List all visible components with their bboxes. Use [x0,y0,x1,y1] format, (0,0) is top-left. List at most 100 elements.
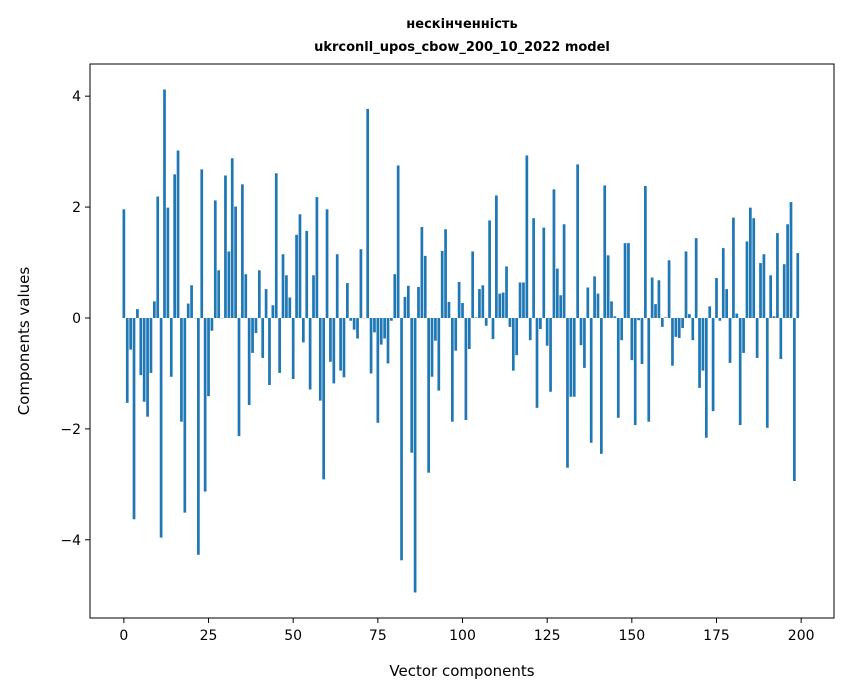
chart-title: нескінченність [406,17,517,32]
bar-component-191 [769,275,773,318]
bar-component-74 [373,317,376,333]
bar-component-35 [241,184,244,318]
bar-component-161 [667,260,671,318]
x-tick-label: 150 [618,628,645,644]
bar-component-112 [501,292,505,318]
bar-component-173 [708,306,712,318]
bar-component-159 [660,317,664,327]
bar-component-142 [603,185,607,318]
bars-group [122,89,800,593]
bar-component-102 [467,317,471,350]
bar-component-19 [186,303,190,318]
bar-component-3 [132,317,136,520]
bar-component-160 [664,317,668,318]
bar-component-150 [630,317,634,361]
bar-component-41 [261,317,265,358]
bar-component-5 [139,317,143,376]
bar-component-114 [508,317,512,327]
bar-component-176 [718,317,722,321]
y-tick-label: −2 [60,422,81,438]
bar-component-158 [657,280,661,318]
bar-component-109 [491,317,495,340]
bar-component-45 [274,173,278,318]
bar-component-32 [230,158,234,318]
x-axis: 0 25 50 75 100 125 150 175 200 [119,618,815,644]
bar-component-57 [315,197,319,318]
bar-component-43 [268,317,271,386]
bar-component-64 [339,317,342,371]
bar-component-90 [427,317,430,473]
bar-component-163 [674,317,678,337]
bar-component-18 [183,317,187,513]
bar-component-26 [210,317,214,331]
bar-component-36 [244,274,248,318]
bar-component-82 [400,317,403,561]
bar-component-47 [281,254,285,318]
x-tick-label: 50 [284,628,302,644]
bar-component-69 [356,317,359,339]
bar-component-86 [413,317,417,593]
y-tick-label: 4 [72,89,81,105]
bar-component-121 [532,218,535,318]
bar-component-103 [471,251,475,318]
bar-component-172 [704,317,708,438]
bar-component-22 [197,317,200,555]
bar-component-182 [738,317,742,426]
bar-component-70 [359,249,363,318]
bar-component-106 [481,285,485,318]
bar-component-196 [786,224,789,318]
bar-component-119 [525,155,529,318]
bar-component-174 [711,317,715,412]
y-tick-label: −4 [60,533,81,549]
bar-component-148 [623,243,627,318]
bar-component-60 [325,209,329,318]
bar-component-56 [312,275,315,318]
bar-component-181 [735,313,739,318]
bar-component-129 [559,295,563,318]
bar-component-9 [152,301,156,318]
bar-component-93 [437,317,441,391]
bar-component-134 [576,164,580,318]
bar-component-13 [166,207,170,318]
bar-component-75 [376,317,380,423]
bar-component-116 [515,317,519,356]
bar-component-51 [295,234,298,318]
bar-component-166 [684,251,688,318]
bar-component-91 [430,317,434,377]
bar-component-7 [146,317,149,417]
bar-component-58 [318,317,322,401]
bar-component-1 [125,317,129,403]
bar-component-15 [173,174,177,318]
bar-component-101 [464,317,468,421]
bar-component-111 [498,293,502,318]
bar-component-151 [633,317,637,426]
bar-component-4 [136,309,139,318]
bar-component-46 [278,317,281,373]
bar-component-118 [522,282,525,318]
bar-component-97 [450,317,454,422]
chart-subtitle: ukrconll_upos_cbow_200_10_2022 model [314,40,610,55]
bar-component-117 [518,282,522,318]
bar-component-131 [566,317,569,468]
bar-component-146 [616,317,620,418]
bar-component-54 [305,230,309,318]
y-axis-label: Components values [15,267,33,416]
bar-component-127 [552,189,556,318]
bar-component-85 [410,317,414,453]
bar-component-67 [349,317,353,321]
bar-component-132 [569,317,573,397]
bar-component-17 [180,317,183,422]
bar-component-179 [728,317,732,363]
bar-component-52 [298,214,302,318]
bar-component-149 [627,243,630,318]
bar-component-50 [291,317,295,379]
bar-component-162 [671,317,674,366]
bar-component-133 [572,317,576,397]
bar-component-68 [352,317,356,330]
bar-component-24 [203,317,207,492]
plot-frame [89,63,835,619]
bar-component-11 [159,317,163,538]
bar-component-8 [149,317,153,373]
bar-component-10 [156,196,160,318]
